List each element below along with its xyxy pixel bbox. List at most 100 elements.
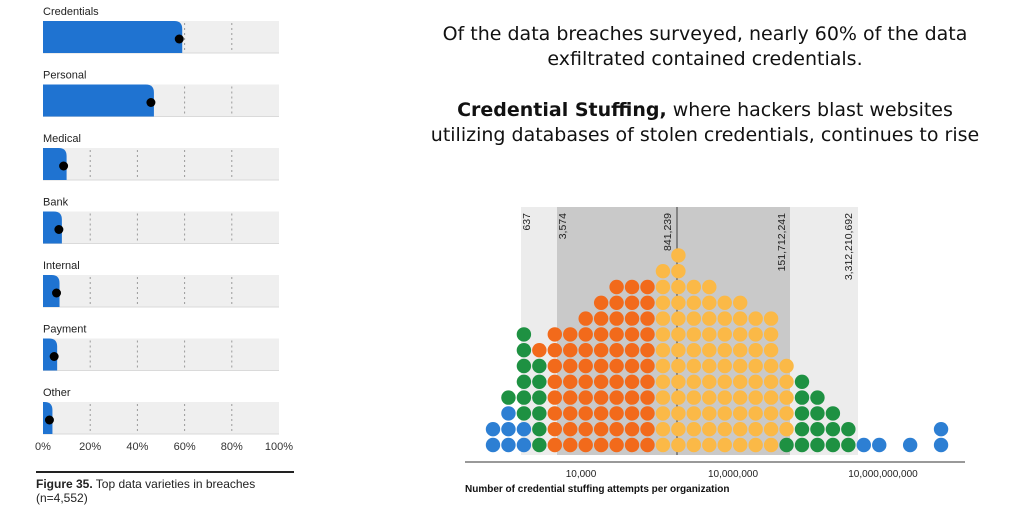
dot-yellow [733, 406, 748, 421]
dot-yellow [655, 264, 671, 279]
dot-green [501, 390, 516, 405]
dot-yellow [686, 422, 702, 437]
dot-yellow [763, 311, 779, 326]
dot-orange [624, 374, 640, 389]
dot-orange [609, 374, 624, 389]
dot-yellow [702, 437, 717, 453]
dot-yellow [671, 295, 686, 310]
dot-yellow [717, 374, 732, 389]
dot-yellow [748, 437, 763, 453]
dot-blue [485, 422, 501, 437]
dot-orange [547, 343, 562, 358]
dot-yellow [702, 327, 717, 342]
dot-orange [578, 374, 593, 389]
dot-yellow [733, 327, 748, 342]
dot-yellow [686, 390, 702, 405]
dot-yellow [779, 406, 794, 421]
dot-orange [640, 343, 655, 358]
marker-label: 3,312,210,692 [843, 213, 855, 280]
dot-yellow [671, 343, 686, 358]
bar-marker-dot [52, 288, 62, 298]
bar-payment [43, 338, 58, 371]
dot-green [794, 374, 810, 389]
dot-yellow [763, 422, 779, 437]
dot-yellow [717, 327, 732, 342]
dot-yellow [763, 406, 779, 421]
dot-orange [578, 406, 593, 421]
dot-yellow [779, 358, 794, 374]
dot-green [794, 406, 810, 421]
dot-yellow [717, 422, 732, 437]
dot-yellow [779, 422, 794, 437]
dot-blue [485, 437, 501, 453]
dot-yellow [671, 311, 686, 326]
dot-green [516, 374, 532, 389]
subhead-bold: Credential Stuffing, [457, 99, 667, 121]
dot-yellow [686, 374, 702, 389]
dot-yellow [763, 390, 779, 405]
bar-bank [43, 211, 62, 244]
dot-yellow [702, 279, 717, 295]
dot-green [532, 358, 547, 374]
subhead-text: Credential Stuffing, where hackers blast… [430, 98, 980, 148]
dot-yellow [686, 437, 702, 453]
dot-orange [593, 406, 609, 421]
dot-orange [609, 311, 624, 326]
dot-orange [609, 422, 624, 437]
dot-yellow [655, 295, 671, 310]
credential-stuffing-dot-chart: 637 3,574 841,239 151,712,241 3,312,210,692 1… [465, 207, 965, 495]
dot-orange [609, 279, 624, 295]
dot-green [532, 390, 547, 405]
dot-yellow [702, 374, 717, 389]
dot-orange [624, 311, 640, 326]
bar-marker-dot [54, 225, 64, 234]
dot-orange [609, 327, 624, 342]
bar-track [43, 211, 279, 244]
bar-internal [43, 275, 60, 307]
dot-orange [547, 422, 562, 437]
dot-orange [547, 390, 562, 405]
headline-text: Of the data breaches surveyed, nearly 60… [442, 23, 968, 70]
dot-yellow [779, 390, 794, 405]
dot-green [825, 422, 841, 437]
dot-orange [624, 358, 640, 374]
dot-orange [640, 406, 655, 421]
dot-green [810, 390, 825, 405]
dot-green [841, 437, 856, 453]
dot-orange [578, 437, 593, 453]
dot-yellow [671, 358, 686, 374]
dot-orange [547, 358, 562, 374]
bar-marker-dot [49, 352, 59, 361]
dot-green [810, 406, 825, 421]
dot-blue [501, 437, 516, 453]
dot-orange [640, 422, 655, 437]
bar-label-other: Other [43, 387, 71, 399]
dot-yellow [748, 343, 763, 358]
dot-yellow [748, 406, 763, 421]
figure-caption-text: Top data varieties in breaches (n=4,552) [36, 477, 256, 505]
dot-yellow [686, 358, 702, 374]
dot-green [516, 406, 532, 421]
dot-green [825, 437, 841, 453]
dot-yellow [655, 327, 671, 342]
dot-yellow [717, 406, 732, 421]
dot-orange [563, 406, 578, 421]
dot-yellow [686, 343, 702, 358]
dot-yellow [671, 264, 686, 279]
dot-orange [640, 374, 655, 389]
bar-label-bank: Bank [43, 197, 69, 209]
dot-yellow [717, 390, 732, 405]
dot-orange [547, 437, 562, 453]
dot-yellow [655, 343, 671, 358]
dot-yellow [733, 374, 748, 389]
dot-green [794, 422, 810, 437]
dot-yellow [717, 295, 732, 310]
dot-orange [624, 422, 640, 437]
dot-yellow [733, 437, 748, 453]
dot-yellow [748, 422, 763, 437]
dot-yellow [655, 279, 671, 295]
data-varieties-bar-chart: Credentials Personal Medical Bank Internal Pa… [35, 6, 293, 453]
dot-orange [578, 358, 593, 374]
dot-yellow [671, 374, 686, 389]
dot-orange [547, 374, 562, 389]
